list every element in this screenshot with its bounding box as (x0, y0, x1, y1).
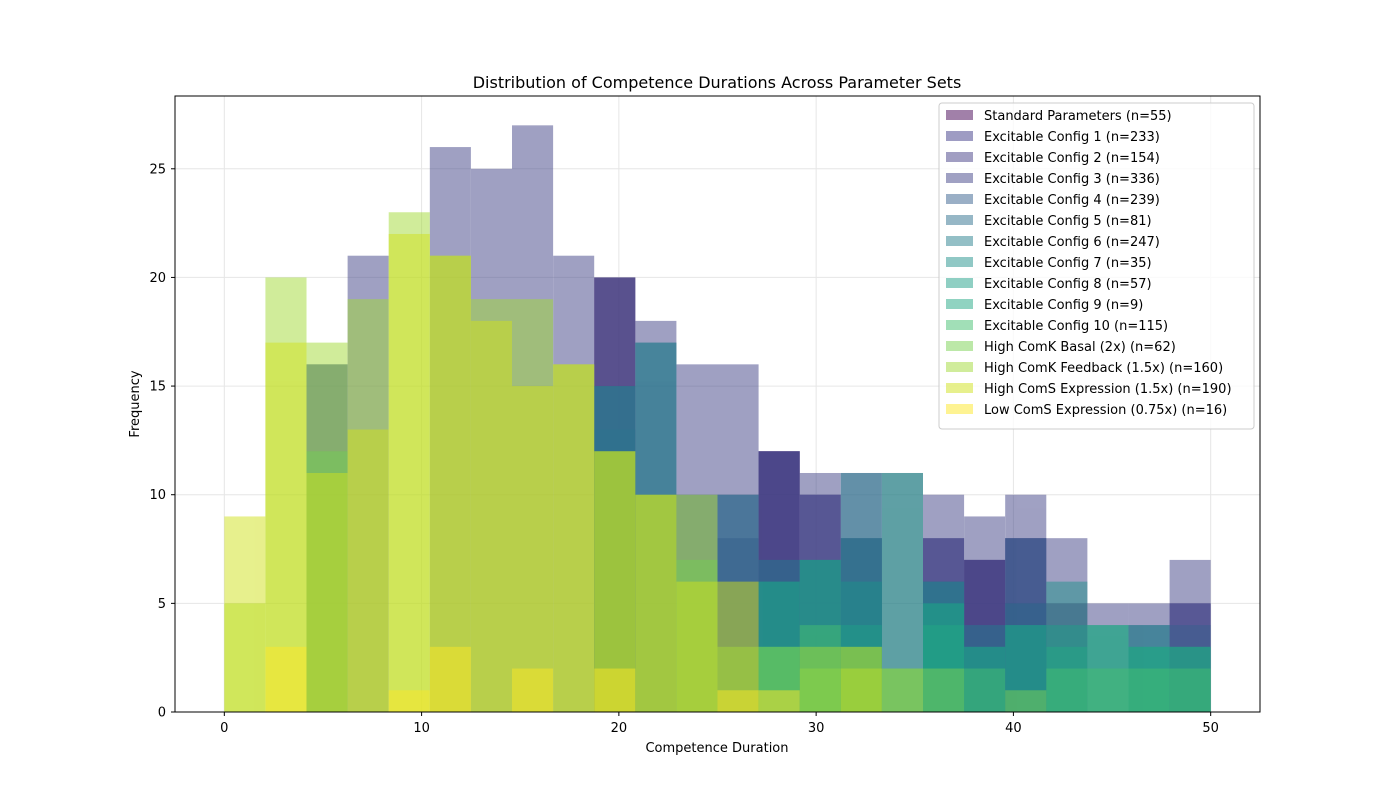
legend-swatch (946, 299, 973, 309)
legend-label: Excitable Config 5 (n=81) (984, 214, 1152, 229)
histogram-bar (306, 472, 348, 712)
legend-label: Standard Parameters (n=55) (984, 109, 1172, 124)
x-tick-label: 20 (611, 721, 628, 736)
y-tick-label: 5 (158, 597, 166, 612)
histogram-bar (799, 646, 841, 712)
x-tick-label: 50 (1202, 721, 1219, 736)
legend-swatch (946, 110, 973, 120)
legend-swatch (946, 404, 973, 414)
x-tick-label: 30 (808, 721, 825, 736)
histogram-bar (388, 690, 430, 712)
y-tick-label: 10 (149, 488, 166, 503)
histogram-bar (470, 320, 513, 712)
histogram-bar (1005, 690, 1047, 712)
y-tick-label: 20 (149, 271, 166, 286)
y-tick-label: 15 (149, 380, 166, 395)
legend-label: Excitable Config 9 (n=9) (984, 298, 1143, 313)
legend-label: Excitable Config 7 (n=35) (984, 256, 1152, 271)
legend-label: High ComK Feedback (1.5x) (n=160) (984, 361, 1223, 376)
legend-label: Excitable Config 3 (n=336) (984, 172, 1160, 187)
legend-label: Excitable Config 8 (n=57) (984, 277, 1152, 292)
legend-swatch (946, 320, 973, 330)
legend-swatch (946, 341, 973, 351)
histogram-bar (964, 668, 1006, 712)
y-axis-ticks: 0 5 10 15 20 25 (149, 162, 175, 721)
legend-swatch (946, 362, 973, 372)
histogram-bar (429, 646, 471, 712)
histogram-bar (512, 386, 554, 712)
histogram-bar (717, 690, 759, 712)
histogram-bar (922, 668, 965, 712)
histogram-bar (635, 494, 677, 712)
histogram-bar (224, 516, 266, 712)
legend-swatch (946, 173, 973, 183)
x-axis-ticks: 0 10 20 30 40 50 (220, 712, 1219, 736)
legend-swatch (946, 215, 973, 225)
histogram-bar (388, 233, 430, 712)
legend-swatch (946, 131, 973, 141)
histogram-bar (553, 364, 595, 712)
chart-title: Distribution of Competence Durations Acr… (473, 73, 962, 92)
x-tick-label: 40 (1005, 721, 1022, 736)
histogram-bar (594, 668, 636, 712)
legend-box (938, 102, 1255, 430)
legend-swatch (946, 194, 973, 204)
histogram-bar (758, 690, 800, 712)
legend-label: Excitable Config 6 (n=247) (984, 235, 1160, 250)
legend-label: High ComS Expression (1.5x) (n=190) (984, 382, 1232, 397)
histogram-bar (1087, 668, 1129, 712)
legend-swatch (946, 236, 973, 246)
plot-frame (174, 95, 1261, 713)
histogram-bar (1046, 668, 1088, 712)
histogram-bars (224, 125, 1211, 713)
legend-label: Low ComS Expression (0.75x) (n=16) (984, 403, 1227, 418)
legend-swatch (946, 278, 973, 288)
histogram-bar (676, 581, 718, 712)
histogram-bar (265, 646, 307, 712)
y-tick-label: 0 (158, 706, 166, 721)
x-tick-label: 0 (220, 721, 228, 736)
legend: Standard Parameters (n=55) Excitable Conf… (938, 102, 1255, 430)
histogram-bar (881, 668, 923, 712)
histogram-bar (429, 255, 471, 712)
legend-swatch (946, 257, 973, 267)
series-14 (224, 233, 882, 712)
series-15 (265, 646, 800, 712)
histogram-bar (1169, 668, 1211, 712)
y-tick-label: 25 (149, 162, 166, 177)
legend-label: Excitable Config 1 (n=233) (984, 130, 1160, 145)
x-axis-label: Competence Duration (645, 741, 788, 756)
legend-label: High ComK Basal (2x) (n=62) (984, 340, 1176, 355)
legend-label: Excitable Config 4 (n=239) (984, 193, 1160, 208)
histogram-bar (1128, 668, 1170, 712)
histogram-bar (512, 668, 554, 712)
histogram-bar (347, 429, 389, 712)
y-axis-label: Frequency (128, 370, 143, 437)
x-tick-label: 10 (413, 721, 430, 736)
legend-label: Excitable Config 2 (n=154) (984, 151, 1160, 166)
legend-swatch (946, 383, 973, 393)
legend-swatch (946, 152, 973, 162)
legend-label: Excitable Config 10 (n=115) (984, 319, 1168, 334)
histogram-bar (840, 646, 882, 712)
